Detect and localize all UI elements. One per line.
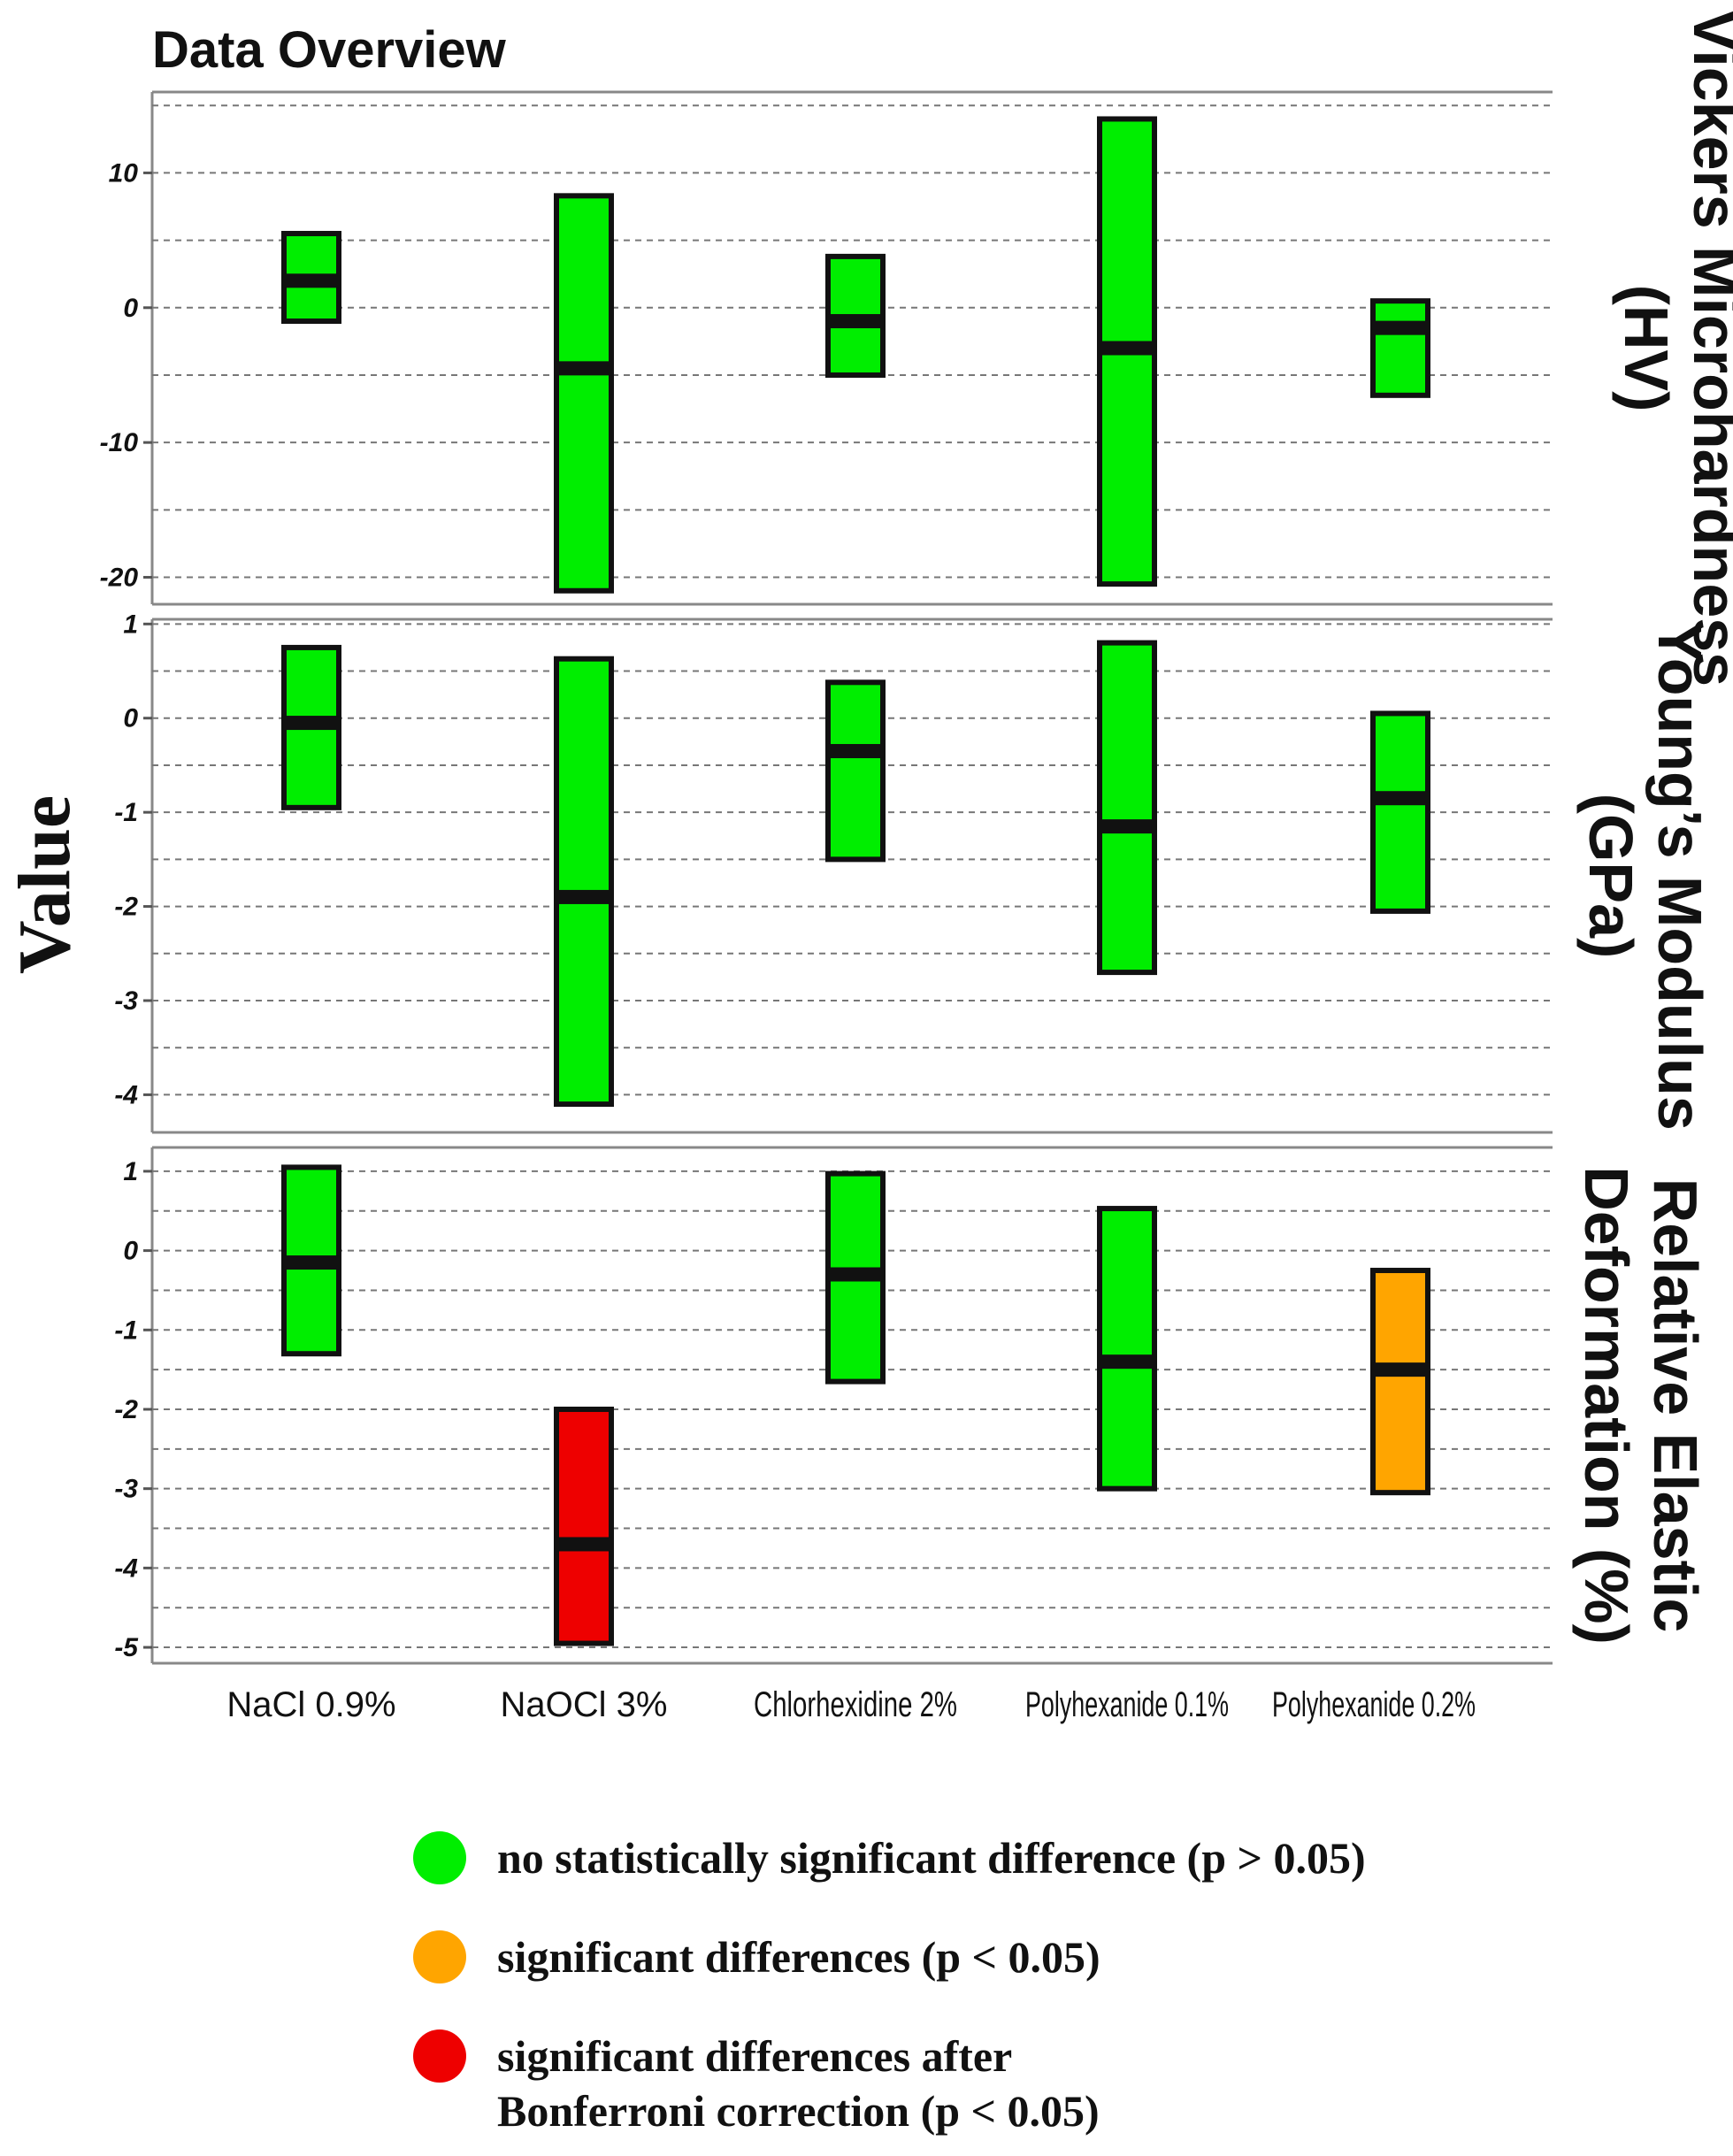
legend: no statistically significant difference … <box>413 1831 1366 2136</box>
bar-5 <box>1370 1268 1430 1496</box>
bar-3 <box>825 679 886 863</box>
y-tick-label: 0 <box>123 704 138 733</box>
legend-label: Bonferroni correction (p < 0.05) <box>497 2086 1100 2136</box>
median-line-5 <box>1373 1362 1428 1377</box>
y-tick-label: 10 <box>109 158 139 188</box>
median-line-4 <box>1100 1354 1154 1370</box>
panel-2: -4 -3 -2 -1 0 1 Young’s Modulus(GPa) <box>114 610 1714 1134</box>
bar-2 <box>554 193 614 594</box>
median-line-1 <box>284 273 339 288</box>
chart-title: Data Overview <box>152 21 507 79</box>
legend-item-ns: no statistically significant difference … <box>413 1831 1366 1884</box>
bar-4 <box>1097 640 1157 976</box>
median-line-3 <box>828 743 883 758</box>
y-tick-label: 1 <box>123 610 138 639</box>
bar-4 <box>1097 1206 1157 1492</box>
legend-label: no statistically significant difference … <box>497 1833 1366 1883</box>
category-label: Polyhexanide 0.2% <box>1272 1685 1476 1724</box>
y-tick-label: -20 <box>100 564 139 593</box>
legend-item-sig: significant differences (p < 0.05) <box>413 1930 1100 1983</box>
y-tick-label: -1 <box>114 798 138 827</box>
panel-title-line: (GPa) <box>1576 794 1645 959</box>
legend-swatch <box>413 2029 466 2083</box>
median-line-1 <box>284 1255 339 1270</box>
y-tick-label: -2 <box>114 893 138 922</box>
category-label: NaOCl 3% <box>501 1685 668 1724</box>
y-tick-label: 0 <box>123 1237 138 1266</box>
median-line-2 <box>556 889 611 904</box>
median-line-4 <box>1100 819 1154 834</box>
legend-swatch <box>413 1930 466 1983</box>
y-tick-label: 0 <box>123 294 138 323</box>
y-axis-label: Value <box>4 795 86 974</box>
panel-title-line: Young’s Modulus <box>1645 621 1714 1130</box>
panel-title: Young’s Modulus(GPa) <box>1576 621 1714 1130</box>
panel-title-line: Vickers Microhardness <box>1681 10 1733 687</box>
y-tick-label: -1 <box>114 1316 138 1345</box>
bar-2 <box>554 656 614 1108</box>
legend-label: significant differences after <box>497 2031 1012 2081</box>
category-label: Chlorhexidine 2% <box>754 1685 957 1724</box>
panel-title: Vickers Microhardness(HV) <box>1612 10 1733 687</box>
y-tick-label: -3 <box>114 1475 138 1504</box>
legend-label: significant differences (p < 0.05) <box>497 1932 1100 1982</box>
bar-2 <box>554 1406 614 1646</box>
median-line-3 <box>828 1267 883 1282</box>
median-line-5 <box>1373 320 1428 335</box>
y-tick-label: -4 <box>114 1080 138 1109</box>
median-line-2 <box>556 1537 611 1552</box>
panel-title-line: Relative Elastic <box>1641 1178 1710 1633</box>
legend-swatch <box>413 1831 466 1884</box>
median-line-2 <box>556 361 611 376</box>
y-tick-label: -5 <box>114 1633 139 1662</box>
panel-title-line: (HV) <box>1612 285 1681 412</box>
y-tick-label: -4 <box>114 1554 138 1583</box>
y-tick-label: 1 <box>123 1157 138 1186</box>
category-labels: NaCl 0.9% NaOCl 3% Chlorhexidine 2% Polyhex… <box>226 1685 1476 1724</box>
panel-3: -5 -4 -3 -2 -1 0 1 Relative ElasticDeformation … <box>114 1146 1710 1665</box>
median-line-3 <box>828 314 883 329</box>
bar-5 <box>1370 710 1430 914</box>
y-tick-label: -2 <box>114 1395 138 1424</box>
bar-5 <box>1370 298 1430 398</box>
category-label: NaCl 0.9% <box>226 1685 395 1724</box>
panel-title-line: Deformation (%) <box>1572 1166 1641 1645</box>
median-line-4 <box>1100 341 1154 356</box>
median-line-5 <box>1373 791 1428 806</box>
panel-1: -20 -10 0 10 Vickers Microhardness(HV) <box>100 10 1733 687</box>
median-line-1 <box>284 716 339 731</box>
legend-item-bonferroni: significant differences afterBonferroni … <box>413 2029 1100 2136</box>
y-tick-label: -10 <box>100 428 139 457</box>
y-tick-label: -3 <box>114 986 138 1016</box>
category-label: Polyhexanide 0.1% <box>1025 1685 1229 1724</box>
